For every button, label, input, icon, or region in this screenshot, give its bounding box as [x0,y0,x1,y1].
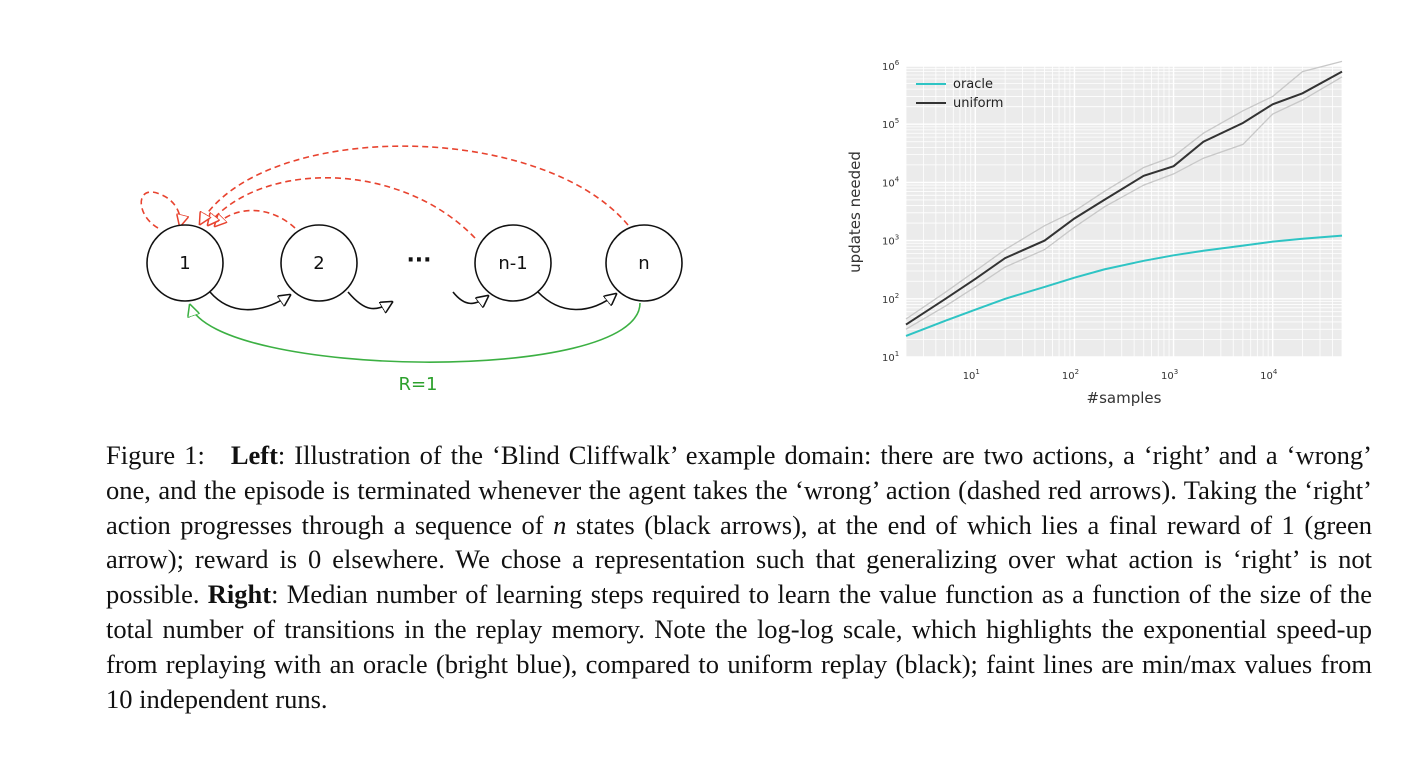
min-max-bands [905,60,1343,330]
legend-label-oracle: oracle [953,77,993,92]
caption-italic-n: n [553,509,567,540]
state-1: 1 [146,224,224,302]
wrong-arrow-from-n-1 [208,176,476,239]
y-tick-labels: 101 102 103 104 105 106 [882,59,900,364]
figure-caption: Figure 1: Left: Illustration of the ‘Blin… [106,438,1372,716]
cliffwalk-diagram: 1 2 ··· n-1 n R=1 [140,145,683,395]
y-tick-label: 102 [882,292,899,306]
y-tick-label: 103 [882,234,899,248]
y-tick-label: 104 [882,175,900,189]
chart-grid [905,65,1343,358]
x-tick-label: 104 [1260,368,1278,382]
state-n-1-label: n-1 [498,253,527,274]
wrong-arrow-from-n [200,145,629,225]
x-tick-labels: 101 102 103 104 [963,368,1278,382]
caption-part-1: : Illustration of the ‘Blind Cliffwalk’ … [106,440,1372,540]
series-line-oracle [905,234,1343,337]
state-1-label: 1 [179,253,190,274]
states-ellipsis: ··· [406,248,431,273]
y-axis-label: updates needed [846,151,864,273]
right-arrow-n-1-to-n [537,291,616,311]
reward-arrow [190,303,641,363]
reward-label: R=1 [398,374,437,395]
y-tick-label: 101 [882,350,899,364]
band-uniform-min [905,76,1343,330]
figure-number: Figure 1: [106,440,205,470]
right-arrow-2-to-ellipsis [347,291,392,309]
caption-left-bold: Left [230,440,278,470]
state-n-label: n [638,253,649,274]
updates-vs-samples-chart: 101 102 103 104 101 102 103 104 105 106 #samples… [846,59,1343,407]
wrong-arrow-self-loop [140,191,180,228]
state-n-1: n-1 [474,224,552,302]
state-2-label: 2 [313,253,324,274]
band-uniform-max [905,60,1343,320]
right-arrow-ellipsis-to-n-1 [452,291,488,303]
y-tick-label: 105 [882,117,899,131]
x-tick-label: 103 [1161,368,1178,382]
chart-legend: oracle uniform [916,77,1003,111]
y-tick-label: 106 [882,59,900,73]
state-n: n [605,224,683,302]
caption-part-3: : Median number of learning steps requir… [106,579,1372,714]
x-axis-label: #samples [1087,389,1162,407]
caption-part-2: states (black arrows), at the end of whi… [106,509,1372,610]
x-tick-label: 101 [963,368,980,382]
series-line-uniform [905,70,1343,326]
caption-right-bold: Right [207,579,272,610]
series-lines [905,70,1343,337]
wrong-arrow-from-2 [215,209,296,229]
state-2: 2 [280,224,358,302]
legend-label-uniform: uniform [953,96,1003,111]
x-tick-label: 102 [1062,368,1079,382]
right-arrow-1-to-2 [209,291,290,311]
